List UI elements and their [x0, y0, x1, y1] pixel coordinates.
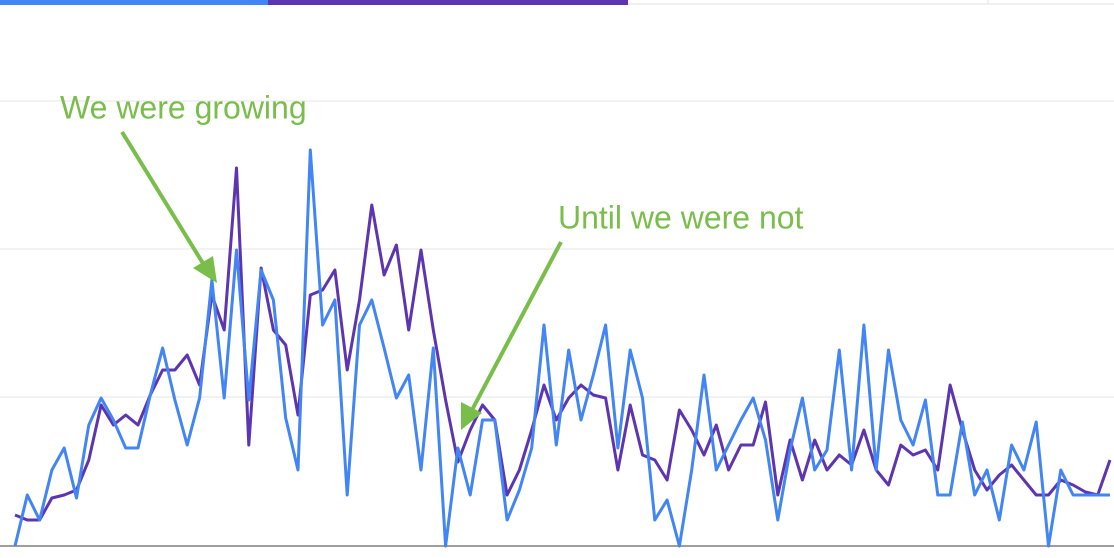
series-line — [13, 148, 1110, 548]
annotation-arrow — [120, 130, 217, 283]
annotation: Until we were not — [558, 199, 804, 235]
annotation: We were growing — [60, 89, 307, 125]
tab-indicator — [268, 0, 628, 5]
lines — [13, 148, 1112, 548]
annotation-arrow — [461, 241, 563, 430]
tab-indicator — [0, 0, 268, 5]
